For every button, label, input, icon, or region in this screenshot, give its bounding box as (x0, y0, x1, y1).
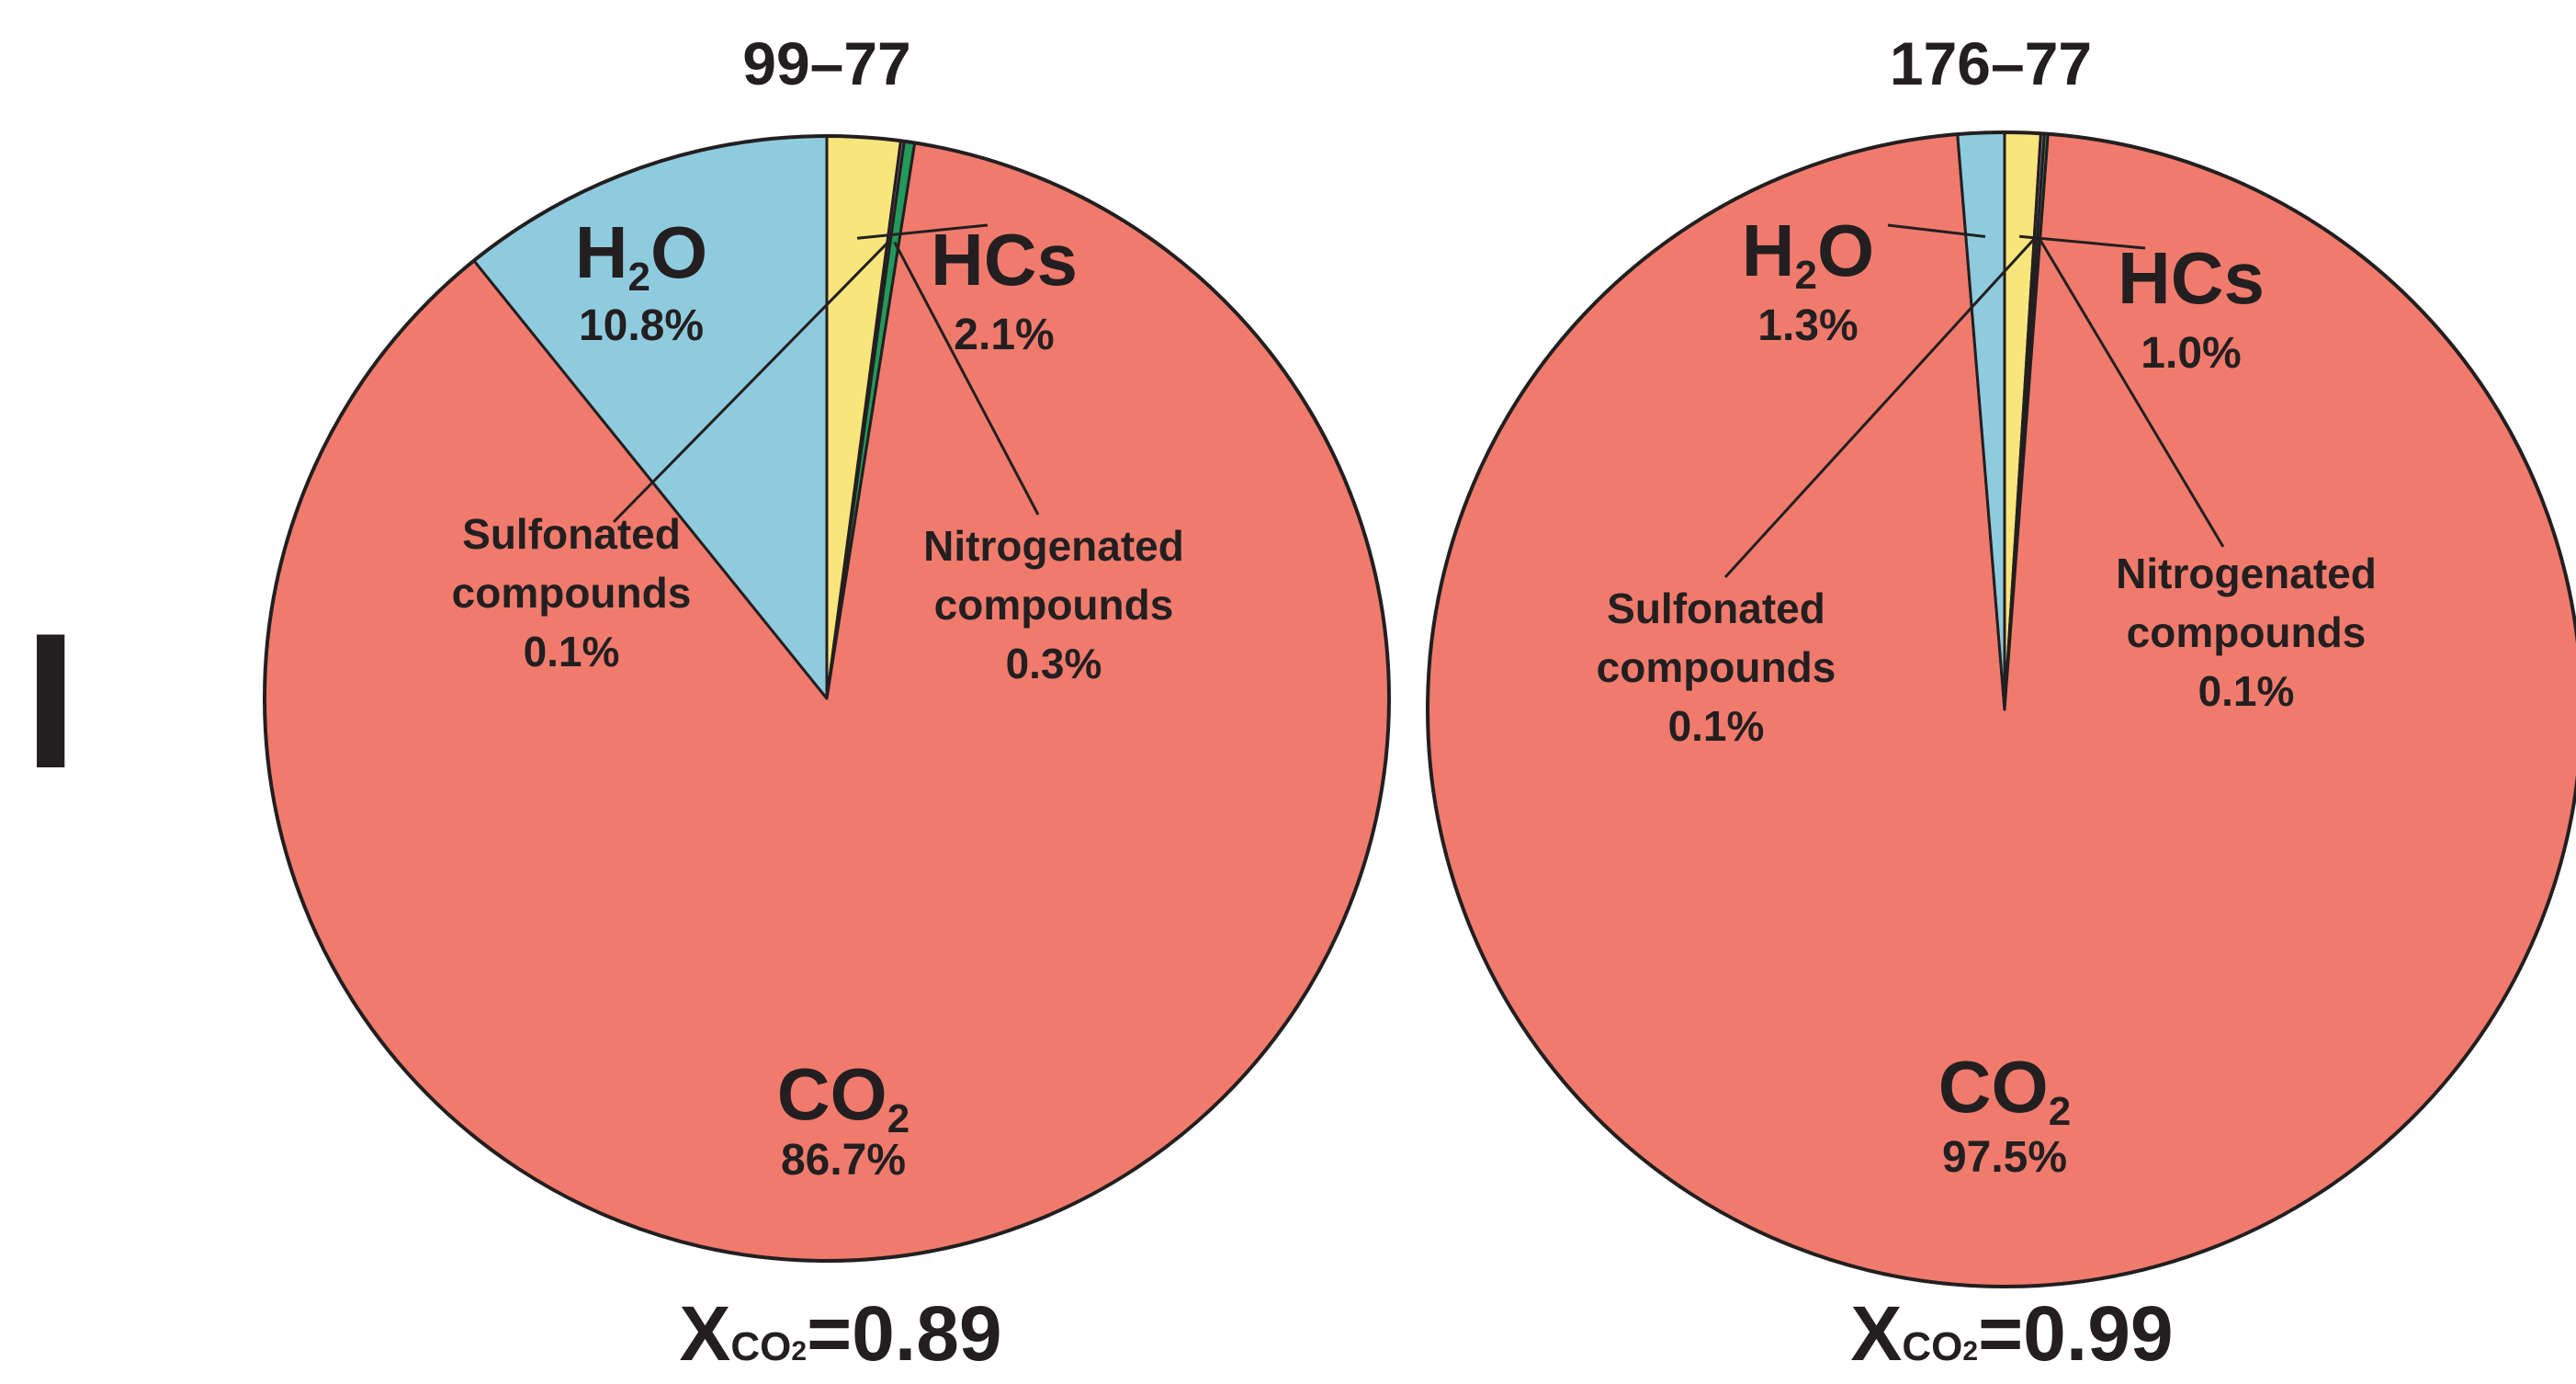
leader-lines (612, 223, 1040, 524)
hcs-slice-percent: 1.0% (2141, 329, 2241, 378)
sulfonated-percent: 0.1% (1668, 702, 1765, 750)
panel-label: I (24, 593, 77, 809)
hcs-slice-label: HCs (931, 219, 1078, 301)
h2o-slice-percent: 1.3% (1757, 301, 1858, 350)
sulfonated-leader-line (612, 240, 890, 524)
sulfonated-percent: 0.1% (524, 628, 620, 675)
co2-slice-label: CO2 (777, 1053, 910, 1141)
hcs-slice-label: HCs (2118, 237, 2265, 319)
hcs-leader-line (856, 223, 989, 240)
nitrogenated-label-line1: Nitrogenated (2116, 550, 2377, 597)
pie-slices (263, 134, 1391, 1263)
co2-slice-percent: 97.5% (1942, 1133, 2067, 1182)
sulfonated-label-line1: Sulfonated (1607, 584, 1825, 632)
pie-chart-176-77: 176–77 H2O 1.3% HCs 1.0% Sulfonated comp… (1426, 29, 2576, 1377)
pie-chart-99-77: 99–77 H2O 10.8% HCs 2.1% Sulfonated comp… (263, 29, 1391, 1377)
h2o-slice-percent: 10.8% (579, 301, 704, 350)
nitrogenated-leader-line (893, 241, 1040, 516)
nitrogenated-label-line1: Nitrogenated (923, 522, 1184, 570)
nitrogenated-percent: 0.1% (2198, 667, 2295, 715)
h2o-slice-label: H2O (575, 211, 708, 300)
pie-title: 176–77 (1890, 29, 2092, 97)
sulfonated-leader-line (1723, 236, 2038, 579)
sulfonated-label-line2: compounds (452, 569, 692, 617)
pie-slices (1426, 130, 2576, 1288)
co2-slice-percent: 86.7% (781, 1136, 906, 1185)
pie-title: 99–77 (742, 29, 911, 97)
hcs-slice-percent: 2.1% (954, 311, 1054, 359)
pie-outline (263, 134, 1391, 1263)
xco2-value: XCO2=0.99 (1850, 1290, 2173, 1377)
xco2-value: XCO2=0.89 (679, 1290, 1001, 1377)
co2-slice-label: CO2 (1938, 1046, 2071, 1134)
leader-lines (1723, 223, 2225, 579)
nitrogenated-leader-line (2037, 236, 2225, 548)
h2o-leader-line (1887, 223, 1986, 238)
sulfonated-label-line2: compounds (1597, 643, 1836, 691)
nitrogenated-percent: 0.3% (1006, 640, 1102, 687)
nitrogenated-label-line2: compounds (934, 581, 1174, 629)
h2o-slice-label: H2O (1742, 210, 1875, 298)
nitrogenated-label-line2: compounds (2127, 608, 2367, 656)
pie-outline (1426, 130, 2576, 1288)
sulfonated-label-line1: Sulfonated (462, 510, 681, 558)
